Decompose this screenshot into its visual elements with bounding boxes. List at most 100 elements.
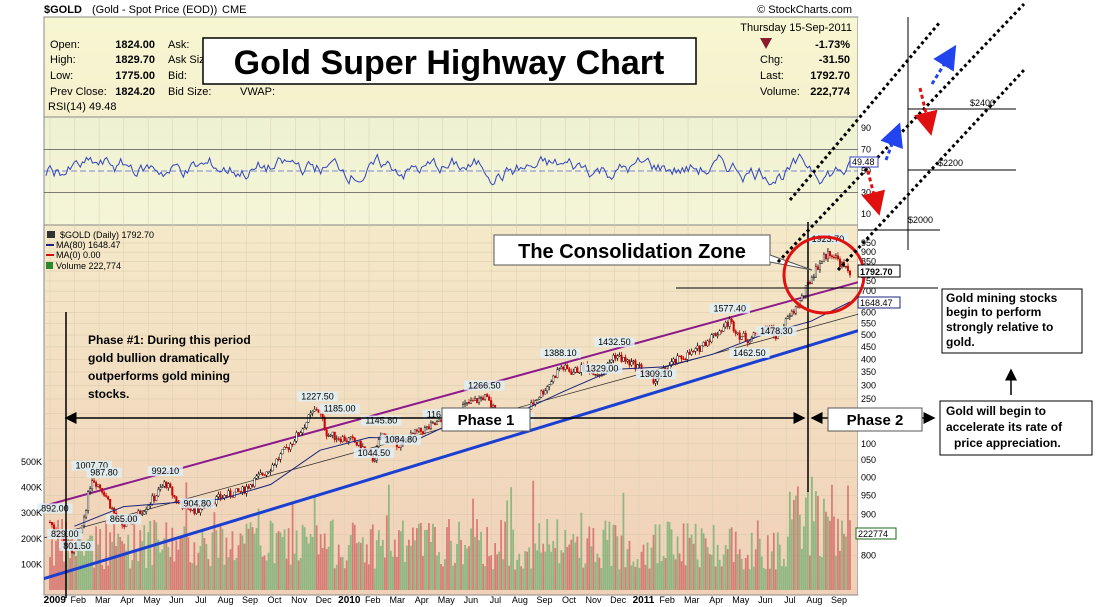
volume-bar (305, 536, 308, 590)
volume-bar (542, 543, 545, 590)
volume-bar (584, 563, 587, 590)
candle-body (608, 362, 611, 364)
candle-body (748, 340, 751, 344)
candle-body (560, 366, 563, 370)
candle-body (554, 375, 557, 378)
volume-bar (153, 520, 156, 590)
price-tick-label: 250 (861, 394, 876, 404)
volume-bar (558, 563, 561, 590)
candle-body (722, 326, 725, 332)
candle-body (245, 486, 248, 494)
volume-bar (197, 552, 200, 590)
candle-body (251, 484, 254, 487)
volume-bar (754, 549, 757, 590)
volume-bar (570, 539, 573, 590)
candle-body (470, 400, 473, 404)
volume-bar (819, 556, 821, 590)
candle-body (700, 345, 703, 352)
candle-body (313, 409, 316, 412)
candle-body (109, 498, 112, 509)
price-tick-label: 600 (861, 307, 876, 317)
candle-body (271, 464, 274, 472)
volume-bar (522, 568, 525, 590)
volume-bar (658, 524, 661, 590)
volume-bar (351, 522, 354, 590)
volume-bar (800, 548, 803, 590)
blue-up-arrow-2 (880, 122, 903, 161)
down-triangle-icon (760, 38, 772, 49)
candle-body (285, 446, 288, 449)
candle-body (231, 496, 234, 498)
volume-bar (333, 568, 336, 590)
candle-body (818, 263, 821, 270)
volume-bar (373, 568, 376, 590)
volume-bar (51, 539, 53, 590)
volume-bar (335, 564, 338, 590)
price-annotation: 1923.70 (812, 234, 845, 244)
volume-bar (536, 550, 539, 590)
volume-bar (49, 557, 51, 590)
volume-bar (458, 521, 460, 590)
candle-body (101, 488, 104, 493)
price-annotation: 1577.40 (713, 303, 746, 313)
candle-body (832, 256, 835, 258)
candle-body (305, 422, 308, 428)
volume-bar (257, 508, 260, 590)
accel-note-line1: Gold will begin to (946, 404, 1046, 418)
volume-bar (173, 561, 176, 590)
candle-body (568, 368, 571, 372)
month-label: 2011 (633, 595, 655, 606)
candle-body (167, 483, 170, 488)
price-annotation: 904.80 (183, 498, 211, 508)
price-annotation: 1266.50 (468, 380, 501, 390)
volume-bar (823, 498, 825, 590)
candle-body (153, 495, 156, 501)
volume-bar (849, 520, 851, 590)
volume-bar (470, 528, 472, 590)
volume-bar (452, 565, 454, 590)
volume-bar (514, 569, 517, 590)
volume-bar (712, 525, 715, 590)
month-label: 2010 (338, 595, 361, 606)
volume-bar (790, 519, 793, 590)
candle-body (632, 360, 635, 362)
volume-bar (614, 524, 617, 590)
candle-body (171, 487, 174, 496)
candle-body (397, 446, 400, 448)
candle-body (612, 355, 615, 361)
volume-bar (813, 521, 815, 590)
source-credit[interactable]: © StockCharts.com (757, 4, 852, 16)
price-annotation-bg (71, 460, 112, 471)
volume-bar (564, 530, 567, 590)
candle-body (542, 390, 545, 395)
candle-body (353, 437, 356, 443)
volume-bar (808, 555, 811, 590)
candle-body (574, 367, 577, 373)
volume-bar (474, 536, 476, 590)
volume-bar (203, 538, 206, 590)
candle-body (466, 401, 469, 404)
month-label: Mar (95, 595, 111, 605)
volume-bar (179, 537, 182, 590)
volume-bar (407, 539, 410, 590)
candle-body (562, 366, 565, 370)
candle-body (355, 442, 358, 446)
volume-bar (694, 523, 697, 590)
candle-body (464, 403, 467, 405)
volume-bar (367, 564, 370, 590)
rsi-tick-label: 90 (861, 123, 871, 133)
volume-bar (692, 543, 695, 590)
volume-bar (193, 542, 196, 590)
volume-bar (385, 515, 388, 590)
price-tick-label: 050 (861, 455, 876, 465)
volume-bar (498, 551, 501, 590)
volume-tag (855, 527, 897, 540)
month-label: May (732, 595, 750, 605)
phase1-label: Phase 1 (458, 412, 515, 429)
volume-bar (77, 530, 79, 590)
volume-bar (806, 491, 809, 590)
volume-bar (69, 558, 71, 590)
candle-body (704, 342, 707, 347)
candle-body (295, 432, 298, 442)
candle-body (49, 521, 52, 524)
